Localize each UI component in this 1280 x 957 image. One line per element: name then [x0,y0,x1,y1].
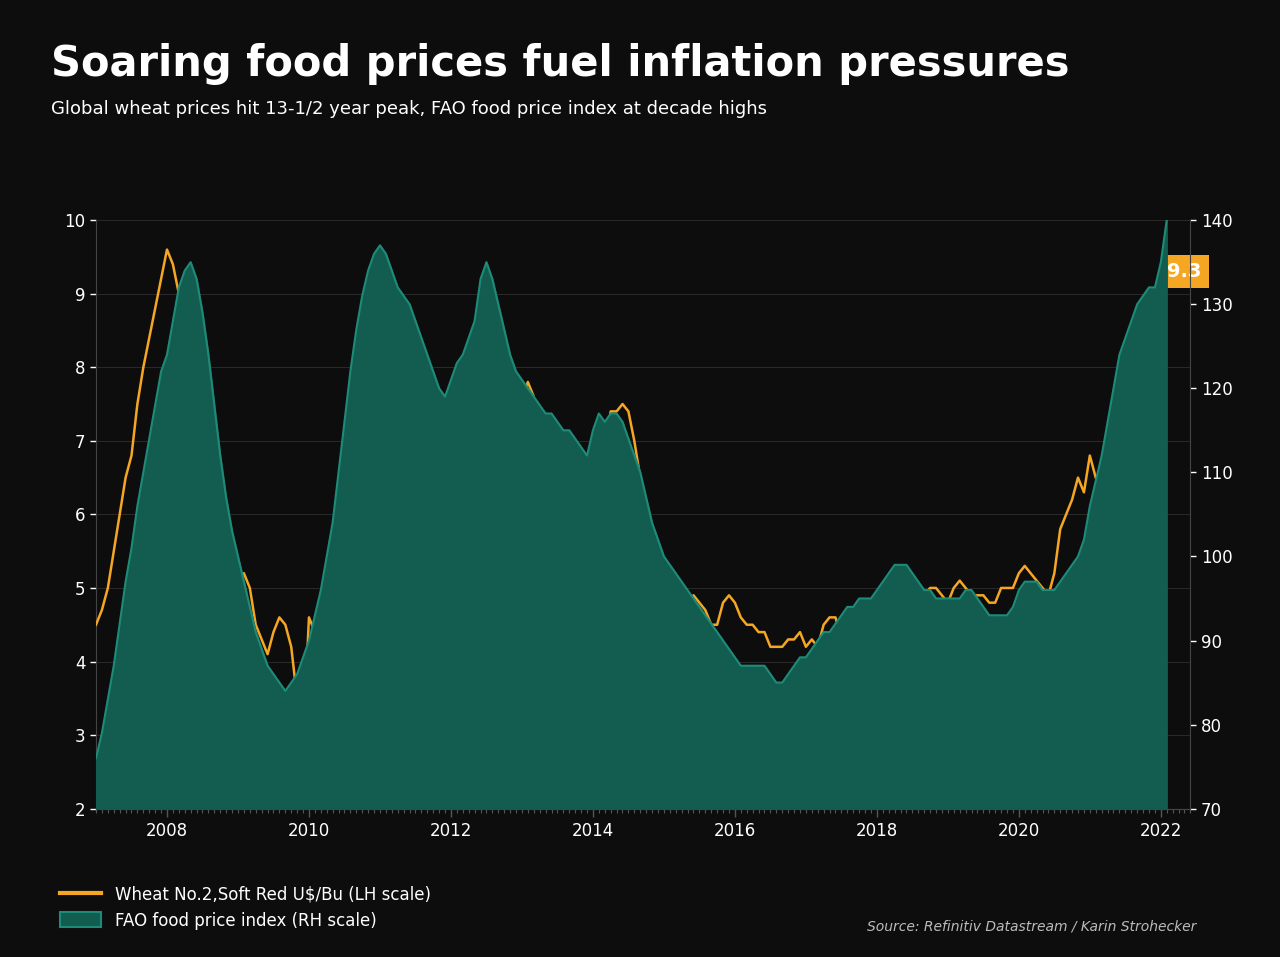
Text: Soaring food prices fuel inflation pressures: Soaring food prices fuel inflation press… [51,43,1070,85]
Legend: Wheat No.2,Soft Red U$/Bu (LH scale), FAO food price index (RH scale): Wheat No.2,Soft Red U$/Bu (LH scale), FA… [60,885,430,929]
Text: 9.3: 9.3 [1167,262,1202,281]
Text: Global wheat prices hit 13-1/2 year peak, FAO food price index at decade highs: Global wheat prices hit 13-1/2 year peak… [51,100,767,119]
Text: Source: Refinitiv Datastream / Karin Strohecker: Source: Refinitiv Datastream / Karin Str… [868,919,1197,933]
